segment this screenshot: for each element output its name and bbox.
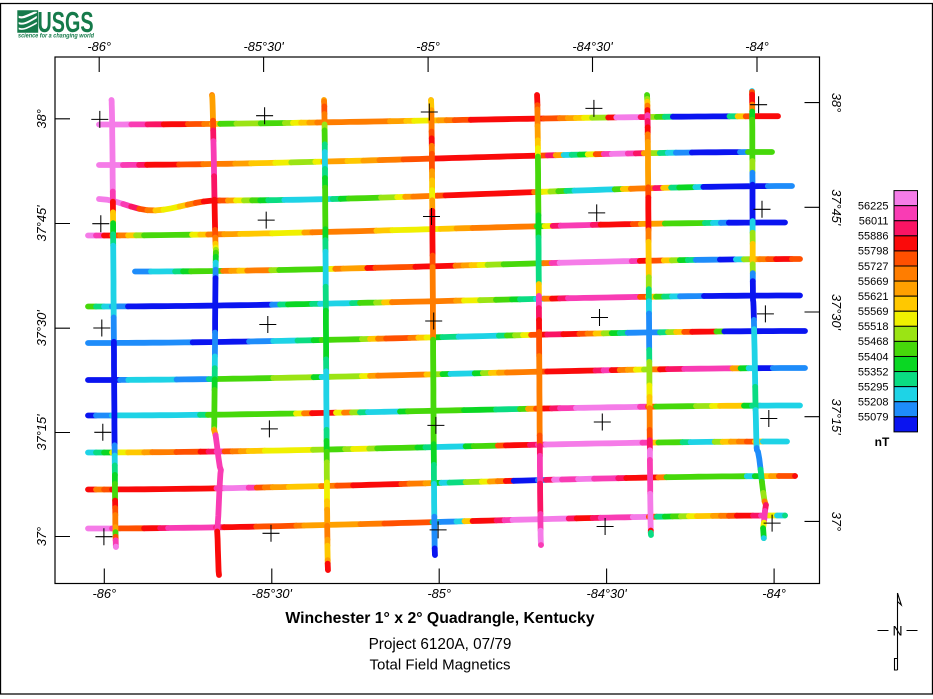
svg-text:-86°: -86° [87,39,111,54]
svg-text:38°: 38° [829,93,844,112]
svg-text:38°: 38° [34,109,49,128]
svg-text:55727: 55727 [858,261,889,273]
svg-text:37°15': 37°15' [829,399,844,436]
svg-text:55468: 55468 [858,336,889,348]
svg-text:Total Field Magnetics: Total Field Magnetics [370,657,511,674]
svg-text:-85°: -85° [416,39,440,54]
svg-text:56011: 56011 [859,216,889,228]
svg-text:nT: nT [875,435,890,449]
svg-text:55295: 55295 [858,381,889,393]
svg-text:-84°: -84° [745,39,769,54]
svg-text:37°15': 37°15' [34,414,49,451]
svg-text:-86°: -86° [92,586,116,601]
svg-text:Project 6120A, 07/79: Project 6120A, 07/79 [369,636,512,653]
svg-text:USGS: USGS [38,7,94,39]
svg-text:37°30': 37°30' [829,294,844,331]
svg-text:55352: 55352 [858,366,889,378]
svg-text:55208: 55208 [858,397,889,409]
svg-text:science for a changing world: science for a changing world [18,33,95,40]
svg-text:-84°30': -84°30' [586,586,627,601]
svg-text:55886: 55886 [858,231,889,243]
svg-text:-85°: -85° [427,586,451,601]
svg-text:37°30': 37°30' [34,310,49,347]
svg-text:56225: 56225 [858,201,889,213]
svg-text:55079: 55079 [858,412,889,424]
svg-text:55669: 55669 [858,276,889,288]
svg-text:55569: 55569 [858,306,889,318]
svg-text:-84°30': -84°30' [572,39,613,54]
svg-text:N: N [892,623,902,639]
svg-text:-85°30': -85°30' [243,39,284,54]
svg-text:Winchester 1° x 2° Quadrangle,: Winchester 1° x 2° Quadrangle, Kentucky [285,610,594,627]
svg-text:37°45': 37°45' [829,189,844,226]
svg-text:-84°: -84° [762,586,786,601]
svg-text:37°45': 37°45' [34,205,49,242]
svg-text:55518: 55518 [858,321,889,333]
svg-text:-85°30': -85°30' [252,586,293,601]
svg-text:55621: 55621 [858,291,889,303]
svg-text:37°: 37° [829,512,844,531]
svg-text:55404: 55404 [858,351,889,363]
svg-text:37°: 37° [34,527,49,546]
svg-text:55798: 55798 [858,246,889,258]
